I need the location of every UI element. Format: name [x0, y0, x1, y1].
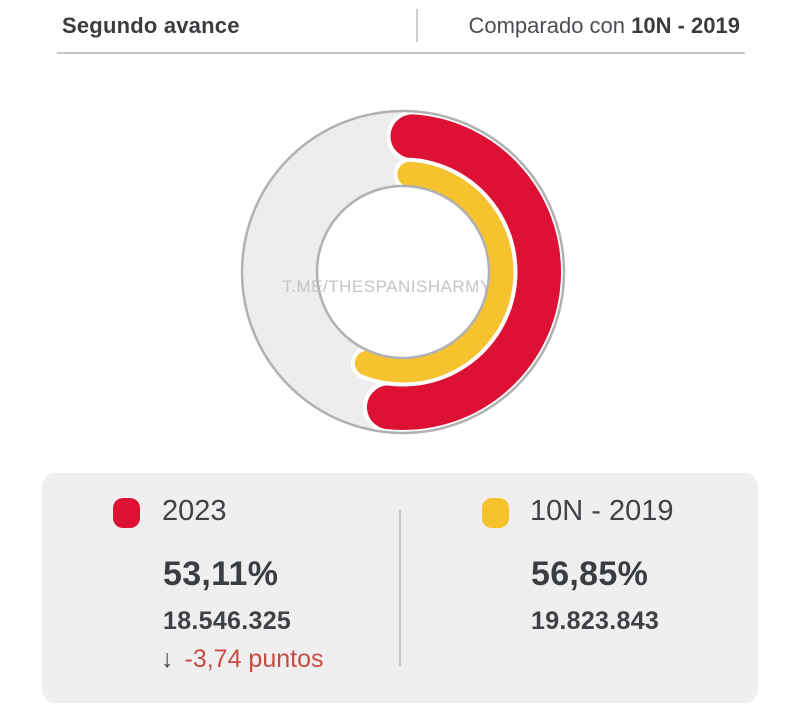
percent-2023: 53,11%: [163, 555, 279, 593]
votes-2023: 18.546.325: [163, 607, 292, 635]
change-value: -3,74 puntos: [184, 645, 324, 673]
votes-2019: 19.823.843: [531, 607, 660, 635]
header-rule: [57, 52, 745, 54]
legend-dot-2023: [113, 498, 140, 528]
comparison-prefix: Comparado con: [468, 13, 632, 38]
comparison-label: Comparado con 10N - 2019: [468, 13, 740, 39]
legend-divider: [399, 510, 401, 666]
change-row: ↓ -3,74 puntos: [161, 645, 324, 674]
watermark: T.ME/THESPANISHARMY: [282, 277, 492, 296]
percent-2019: 56,85%: [531, 555, 649, 593]
legend-card: 2023 53,11% 18.546.325 ↓ -3,74 puntos 10…: [42, 473, 758, 703]
legend-dot-2019: [482, 498, 509, 528]
header-divider: [416, 9, 418, 42]
legend-label-2023: 2023: [162, 495, 227, 527]
page-title: Segundo avance: [62, 13, 240, 38]
arrow-down-icon: ↓: [161, 645, 174, 673]
legend-label-2019: 10N - 2019: [530, 495, 674, 527]
comparison-value: 10N - 2019: [631, 13, 740, 38]
turnout-donut: [240, 109, 566, 435]
